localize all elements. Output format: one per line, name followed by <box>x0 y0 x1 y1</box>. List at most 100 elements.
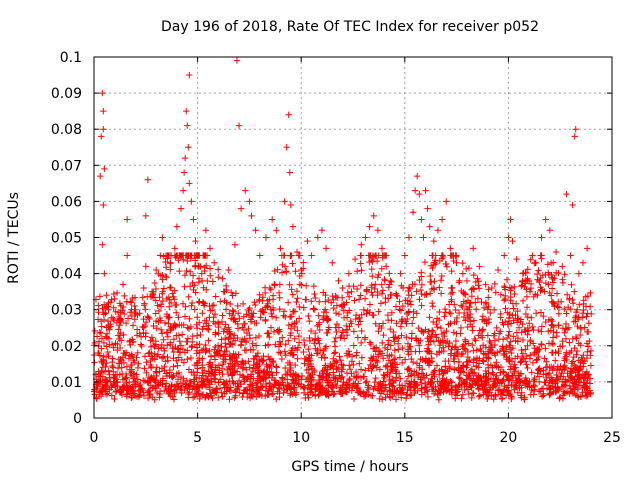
data-point <box>318 227 326 234</box>
data-point <box>140 284 147 292</box>
data-point <box>382 263 390 270</box>
data-point <box>190 216 197 223</box>
data-point <box>107 320 114 328</box>
data-point <box>579 259 587 266</box>
data-point <box>100 126 107 133</box>
data-point <box>532 259 539 266</box>
data-point <box>105 306 112 313</box>
data-point <box>339 284 346 292</box>
data-point <box>94 349 102 357</box>
data-point <box>281 198 288 205</box>
data-point <box>476 263 483 270</box>
data-point <box>119 281 127 288</box>
data-point <box>286 169 294 176</box>
data-point <box>426 223 433 230</box>
data-point <box>501 252 508 259</box>
x-tick-label: 15 <box>396 430 414 446</box>
data-point <box>233 57 241 64</box>
x-tick-label: 25 <box>603 430 621 446</box>
data-point <box>277 245 284 252</box>
data-point <box>231 241 239 248</box>
data-point <box>144 176 152 183</box>
x-tick-label: 5 <box>193 430 202 446</box>
data-point <box>246 198 253 205</box>
data-point <box>157 252 164 259</box>
data-point <box>538 234 545 241</box>
data-point <box>405 234 413 241</box>
data-point <box>188 198 195 205</box>
data-point <box>397 270 404 277</box>
data-point <box>308 252 315 259</box>
data-point <box>152 266 160 274</box>
data-point <box>225 266 232 274</box>
data-points <box>90 57 595 403</box>
data-point <box>103 292 110 299</box>
data-point <box>99 89 106 97</box>
y-tick-label: 0.08 <box>51 122 82 138</box>
data-point <box>513 255 520 263</box>
data-point <box>111 295 118 303</box>
data-point <box>289 223 297 230</box>
data-point <box>273 227 280 234</box>
x-tick-label: 20 <box>499 430 517 446</box>
data-point <box>571 133 578 140</box>
data-point <box>567 252 574 259</box>
data-point <box>494 266 502 274</box>
data-point <box>519 270 527 277</box>
y-tick-label: 0.03 <box>51 303 82 319</box>
data-point <box>237 205 245 212</box>
data-point <box>100 201 107 209</box>
data-point <box>322 245 330 252</box>
data-point <box>183 107 190 115</box>
y-tick-label: 0 <box>73 411 82 427</box>
data-point <box>128 299 135 306</box>
data-point <box>248 212 255 220</box>
data-point <box>552 248 560 256</box>
data-point <box>418 216 425 223</box>
data-point <box>123 216 131 223</box>
axis-ticks <box>93 56 613 419</box>
x-tick-label: 0 <box>90 430 99 446</box>
data-point <box>293 248 301 256</box>
data-point <box>159 234 166 241</box>
data-point <box>215 274 222 281</box>
data-point <box>345 270 353 277</box>
data-point <box>123 252 131 259</box>
data-point <box>285 111 292 118</box>
data-point <box>430 237 438 245</box>
data-point <box>314 234 321 241</box>
data-point <box>409 209 417 216</box>
data-point <box>393 292 400 299</box>
data-point <box>136 310 143 317</box>
y-tick-label: 0.02 <box>51 339 82 355</box>
data-point <box>132 306 139 313</box>
data-point <box>99 241 106 248</box>
y-tick-label: 0.07 <box>51 158 82 174</box>
data-point <box>575 270 583 277</box>
data-point <box>252 227 259 234</box>
data-point <box>505 234 512 241</box>
chart-title: Day 196 of 2018, Rate Of TEC Index for r… <box>161 19 539 35</box>
data-point <box>177 205 185 212</box>
data-point <box>559 263 566 270</box>
y-tick-label: 0.06 <box>51 194 82 210</box>
data-point <box>186 180 193 187</box>
data-point <box>366 223 373 230</box>
data-point <box>171 245 179 252</box>
data-point <box>434 227 442 234</box>
data-point <box>374 227 382 234</box>
data-point <box>287 201 295 209</box>
y-tick-label: 0.1 <box>60 50 82 66</box>
y-tick-label: 0.04 <box>51 267 82 283</box>
data-point <box>447 245 454 252</box>
data-point <box>572 126 579 133</box>
data-point <box>206 245 214 252</box>
data-point <box>569 201 576 209</box>
data-point <box>358 241 365 248</box>
data-point <box>362 234 369 241</box>
data-point <box>101 165 108 173</box>
data-point <box>181 154 189 162</box>
x-tick-labels: 0 5 10 15 20 25 <box>90 430 621 446</box>
data-point <box>563 190 570 198</box>
